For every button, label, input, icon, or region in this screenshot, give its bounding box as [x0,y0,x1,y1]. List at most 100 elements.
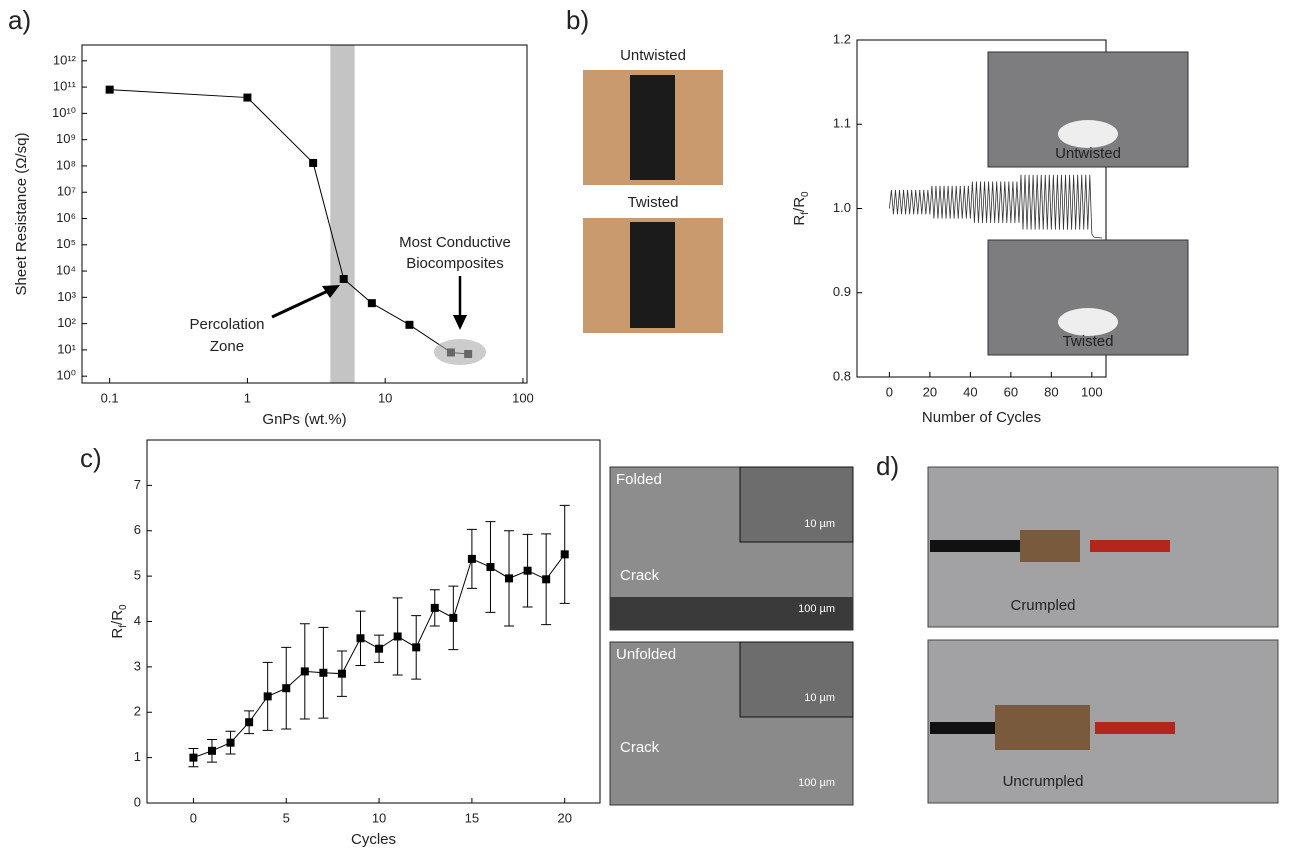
annotation: Percolation [189,316,264,333]
x-axis-label: GnPs (wt.%) [262,411,346,428]
y-tick-label: 7 [134,477,141,492]
data-line [888,174,1102,239]
data-point [356,634,365,643]
data-point [339,274,348,283]
photo-label: Uncrumpled [1003,773,1084,790]
photo-label: Crack [620,567,660,584]
photo-detail [630,222,675,328]
panel-label: c) [80,443,102,473]
photo-detail [995,705,1090,750]
data-point [319,668,328,677]
annotation: Biocomposites [406,255,504,272]
data-point [367,299,376,308]
y-axis-label-part: f [800,212,811,215]
photo-label: Twisted [1063,333,1114,350]
x-tick-label: 0 [190,810,197,825]
sem-image: Folded Crack 10 µm 100 µm Unfolded Crack… [609,466,854,806]
photo-label: Crack [620,739,660,756]
y-tick-label: 3 [134,658,141,673]
data-point [375,644,384,653]
photo [927,639,1279,804]
x-axis-label: Number of Cycles [922,409,1041,426]
data-point [486,563,495,572]
y-tick-label: 1.0 [833,200,851,215]
y-tick-label: 5 [134,568,141,583]
data-point [300,667,309,676]
data-point [207,746,216,755]
data-point [449,613,458,622]
y-tick-label: 10¹¹ [53,79,77,94]
y-tick-label: 10⁹ [56,131,76,146]
x-axis-label: Cycles [351,831,396,848]
panel-label: d) [876,451,899,481]
photo-label: Untwisted [1055,145,1121,162]
photo-detail [1058,120,1118,148]
y-tick-label: 1.1 [833,116,851,131]
photo-detail [1090,540,1170,552]
y-tick-label: 10¹⁰ [52,105,76,120]
scale-label: 10 µm [804,692,835,704]
y-tick-label: 4 [134,613,141,628]
annotation-arrow [271,288,331,319]
photo-label: Folded [616,471,662,488]
arrow-head [322,285,340,298]
photo-detail [630,75,675,180]
x-tick-label: 20 [923,384,937,399]
photo-inset [739,641,854,718]
photo-label: Crumpled [1010,597,1075,614]
x-tick-label: 100 [1081,384,1103,399]
data-point [523,566,532,575]
arrow-head [453,315,467,330]
y-tick-label: 0.8 [833,368,851,383]
x-tick-label: 5 [283,810,290,825]
data-point [467,554,476,563]
x-tick-label: 100 [512,390,534,405]
photo-label: Untwisted [620,47,686,64]
photo-detail [930,722,1010,734]
x-tick-label: 20 [557,810,571,825]
scale-label: 100 µm [798,603,835,615]
y-tick-label: 10⁰ [56,368,76,383]
data-point [282,684,291,693]
y-tick-label: 10² [57,315,76,330]
photo-detail [930,540,1030,552]
panel-label: b) [566,5,589,35]
photo-detail [610,597,853,630]
data-point [263,692,272,701]
plot-frame [81,44,528,384]
y-axis-label-part: 0 [800,191,811,197]
y-axis-label: Sheet Resistance (Ω/sq) [13,133,30,296]
x-tick-label: 0.1 [101,390,119,405]
data-point [245,718,254,727]
data-point [309,158,318,167]
y-tick-label: 2 [134,704,141,719]
scale-label: 100 µm [798,777,835,789]
annotation: Zone [210,338,244,355]
photo-detail [1095,722,1175,734]
highlight-band [330,45,355,383]
x-tick-label: 10 [378,390,392,405]
y-tick-label: 10⁸ [56,157,76,172]
data-point [226,738,235,747]
annotation-ellipse [434,339,486,365]
y-tick-label: 0.9 [833,284,851,299]
annotation: Most Conductive [399,234,511,251]
panel-label: a) [8,5,31,35]
scale-label: 10 µm [804,518,835,530]
data-point [189,753,198,762]
photo-label: Unfolded [616,646,676,663]
data-point [560,550,569,559]
data-point [337,669,346,678]
y-axis-label-part: 0 [118,604,129,610]
x-tick-label: 40 [963,384,977,399]
data-point [105,85,114,94]
photo-label: Twisted [628,194,679,211]
photo-inset [739,466,854,543]
y-tick-label: 1 [134,749,141,764]
y-tick-label: 10⁷ [57,184,76,199]
y-axis-label-part: R [791,215,808,226]
photo-detail [1058,308,1118,336]
data-point [412,643,421,652]
y-axis-label: Rf/R0 [791,191,811,226]
